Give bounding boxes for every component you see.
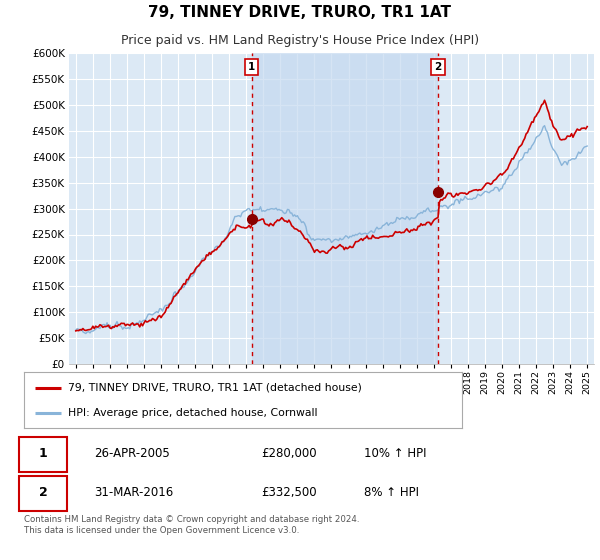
Text: £332,500: £332,500: [262, 486, 317, 499]
Text: 8% ↑ HPI: 8% ↑ HPI: [364, 486, 419, 499]
Text: 79, TINNEY DRIVE, TRURO, TR1 1AT: 79, TINNEY DRIVE, TRURO, TR1 1AT: [149, 5, 452, 20]
Text: 79, TINNEY DRIVE, TRURO, TR1 1AT (detached house): 79, TINNEY DRIVE, TRURO, TR1 1AT (detach…: [68, 382, 362, 393]
FancyBboxPatch shape: [19, 476, 67, 511]
Text: 2: 2: [434, 62, 442, 72]
Text: Contains HM Land Registry data © Crown copyright and database right 2024.
This d: Contains HM Land Registry data © Crown c…: [24, 515, 359, 535]
Text: £280,000: £280,000: [262, 447, 317, 460]
Text: 10% ↑ HPI: 10% ↑ HPI: [364, 447, 427, 460]
Text: Price paid vs. HM Land Registry's House Price Index (HPI): Price paid vs. HM Land Registry's House …: [121, 34, 479, 47]
FancyBboxPatch shape: [19, 437, 67, 472]
Text: 26-APR-2005: 26-APR-2005: [94, 447, 170, 460]
Text: 2: 2: [38, 486, 47, 499]
Bar: [252, 53, 438, 364]
Text: HPI: Average price, detached house, Cornwall: HPI: Average price, detached house, Corn…: [68, 408, 317, 418]
Text: 31-MAR-2016: 31-MAR-2016: [94, 486, 173, 499]
Text: 1: 1: [38, 447, 47, 460]
Text: 1: 1: [248, 62, 256, 72]
